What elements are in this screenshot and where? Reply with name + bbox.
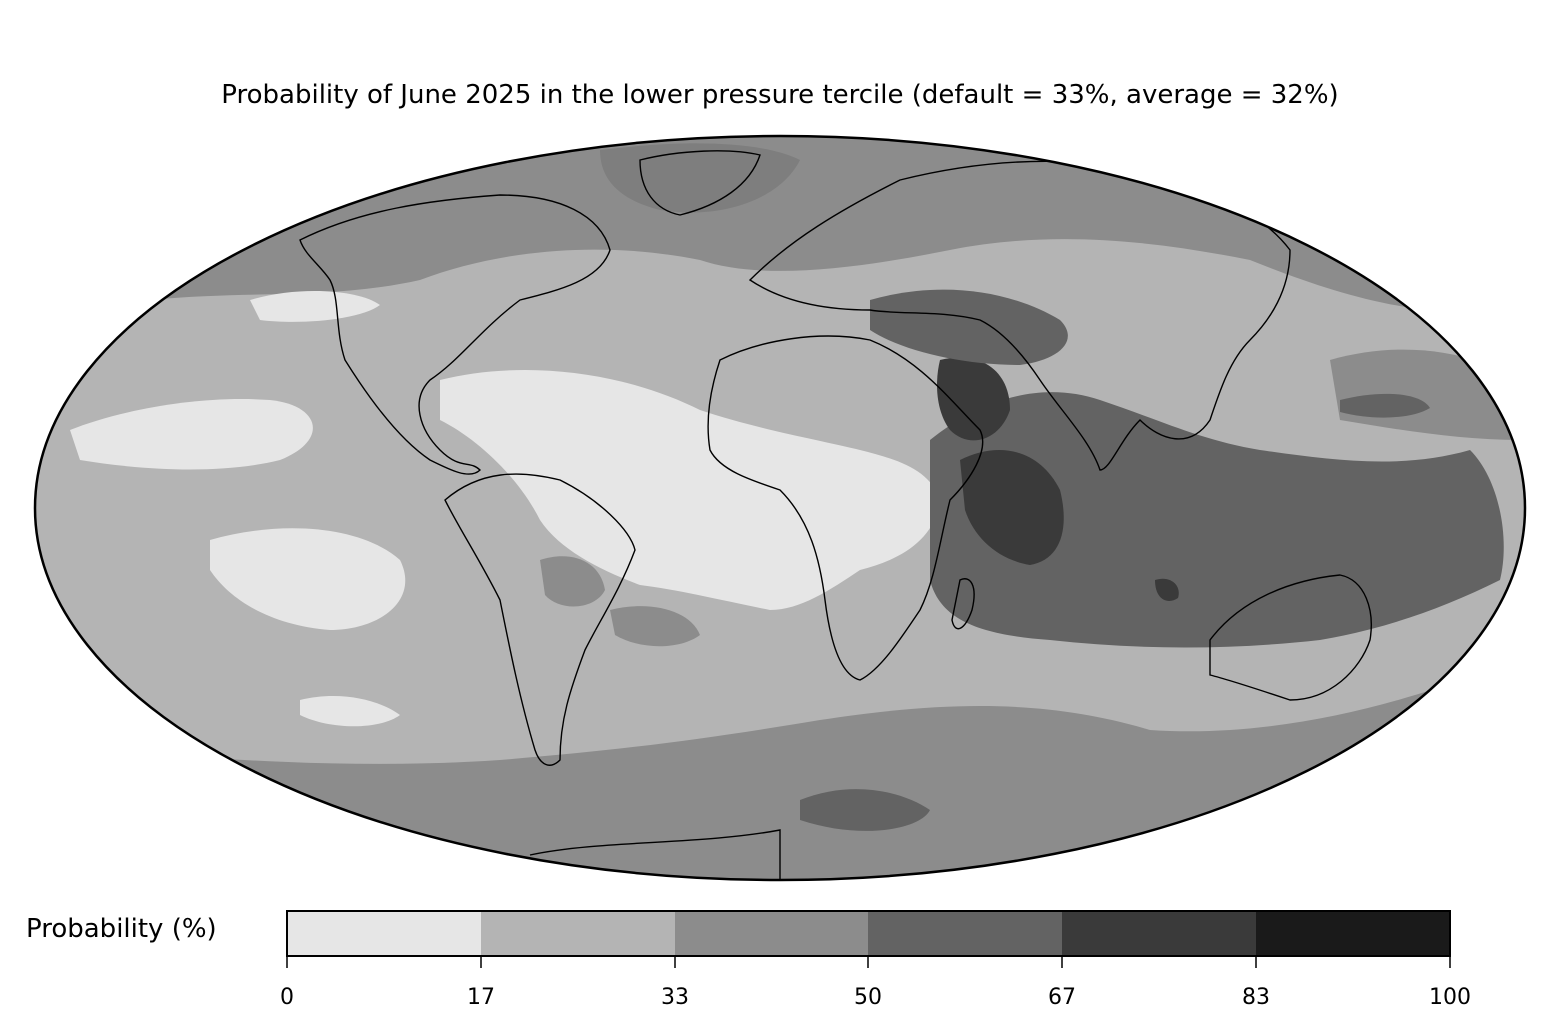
middle-east-band xyxy=(870,289,1068,365)
west-pacific-dark-patch xyxy=(1340,393,1430,418)
eurasia-outline xyxy=(748,160,1291,471)
colorbar-swatch-0 xyxy=(287,911,481,956)
africa-outline xyxy=(707,335,984,681)
colorbar-tick-label-0: 0 xyxy=(280,985,294,1010)
colorbar xyxy=(286,910,1451,968)
globe-boundary xyxy=(33,134,1527,882)
colorbar-swatch-5 xyxy=(1256,911,1450,956)
indian-ocean-core xyxy=(960,450,1064,565)
probability-field xyxy=(35,136,1525,880)
madagascar-outline xyxy=(951,578,975,630)
south-america-outline xyxy=(444,473,636,766)
antarctica-outline xyxy=(529,829,781,880)
arabia-dark-patch xyxy=(937,357,1010,441)
coastlines xyxy=(299,150,1372,880)
colorbar-swatch-4 xyxy=(1062,911,1256,956)
north-america-outline xyxy=(299,194,611,475)
south-atlantic-patch xyxy=(610,606,700,647)
indian-dark-spot xyxy=(1155,578,1179,601)
colorbar-tick-label-5: 83 xyxy=(1242,985,1270,1010)
pacific-light-patch-3 xyxy=(300,695,400,727)
colorbar-label: Probability (%) xyxy=(26,914,217,944)
colorbar-tick-label-2: 33 xyxy=(661,985,689,1010)
colorbar-tick-label-1: 17 xyxy=(467,985,495,1010)
colorbar-tick-label-6: 100 xyxy=(1429,985,1471,1010)
map-title: Probability of June 2025 in the lower pr… xyxy=(221,80,1339,110)
colorbar-swatch-1 xyxy=(481,911,675,956)
pacific-light-patch-1 xyxy=(70,399,313,470)
greenland-outline xyxy=(639,150,761,216)
australia-outline xyxy=(1209,574,1372,701)
indian-ocean-region xyxy=(930,392,1504,648)
colorbar-swatch-3 xyxy=(868,911,1062,956)
south-america-patch xyxy=(540,556,605,607)
southern-dark-patch xyxy=(800,789,930,831)
colorbar-tick-label-3: 50 xyxy=(854,985,882,1010)
north-atlantic-light-patch xyxy=(250,290,380,322)
colorbar-swatch-2 xyxy=(675,911,868,956)
pacific-light-patch-2 xyxy=(210,528,406,630)
colorbar-tick-label-4: 67 xyxy=(1048,985,1076,1010)
